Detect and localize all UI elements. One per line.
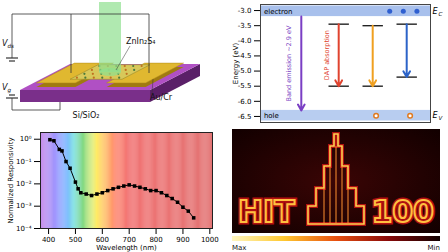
svg-text:10⁰: 10⁰	[20, 135, 32, 143]
svg-text:Normalized Responsivity: Normalized Responsivity	[7, 137, 15, 223]
svg-text:Au/Cr: Au/Cr	[150, 93, 173, 102]
svg-text:Si/SiO₂: Si/SiO₂	[73, 111, 100, 120]
svg-text:ZnIn₂S₄: ZnIn₂S₄	[126, 37, 155, 46]
svg-text:600: 600	[95, 236, 109, 245]
svg-text:Energy (eV): Energy (eV)	[232, 43, 240, 85]
svg-text:10⁻⁴: 10⁻⁴	[16, 225, 32, 233]
svg-text:Vds: Vds	[2, 39, 14, 49]
svg-text:E: E	[432, 111, 438, 121]
svg-text:DAP absorption: DAP absorption	[323, 30, 331, 80]
svg-text:E: E	[432, 6, 438, 16]
svg-text:10⁻³: 10⁻³	[16, 202, 32, 210]
svg-text:-5.5: -5.5	[237, 82, 252, 91]
svg-text:800: 800	[149, 236, 163, 245]
svg-text:-3.0: -3.0	[238, 7, 252, 15]
svg-text:900: 900	[176, 236, 189, 244]
svg-text:100: 100	[371, 194, 434, 229]
svg-text:Max: Max	[232, 244, 246, 252]
svg-text:Wavelength (nm): Wavelength (nm)	[96, 244, 157, 252]
svg-text:1000: 1000	[201, 236, 219, 244]
svg-text:C: C	[439, 11, 443, 17]
svg-text:10⁻²: 10⁻²	[16, 180, 32, 188]
svg-text:-5.0: -5.0	[237, 67, 252, 76]
svg-text:HIT: HIT	[238, 194, 295, 229]
svg-text:-4.5: -4.5	[237, 52, 252, 61]
svg-text:-3.5: -3.5	[238, 22, 252, 30]
svg-text:500: 500	[69, 236, 82, 244]
svg-text:100: 100	[371, 194, 434, 229]
svg-text:V: V	[439, 115, 444, 121]
svg-text:700: 700	[122, 236, 136, 245]
svg-text:Band emission ~2.9 eV: Band emission ~2.9 eV	[285, 25, 293, 101]
svg-text:400: 400	[42, 236, 55, 244]
svg-text:hole: hole	[264, 112, 279, 120]
svg-text:-6.5: -6.5	[238, 113, 252, 121]
svg-text:electron: electron	[264, 8, 293, 16]
svg-text:10⁻¹: 10⁻¹	[16, 158, 32, 166]
svg-text:HIT: HIT	[238, 194, 295, 229]
svg-text:Min: Min	[428, 244, 440, 252]
svg-text:-4.0: -4.0	[237, 37, 252, 45]
svg-text:Vg: Vg	[2, 83, 11, 94]
svg-text:-6.0: -6.0	[238, 98, 252, 106]
